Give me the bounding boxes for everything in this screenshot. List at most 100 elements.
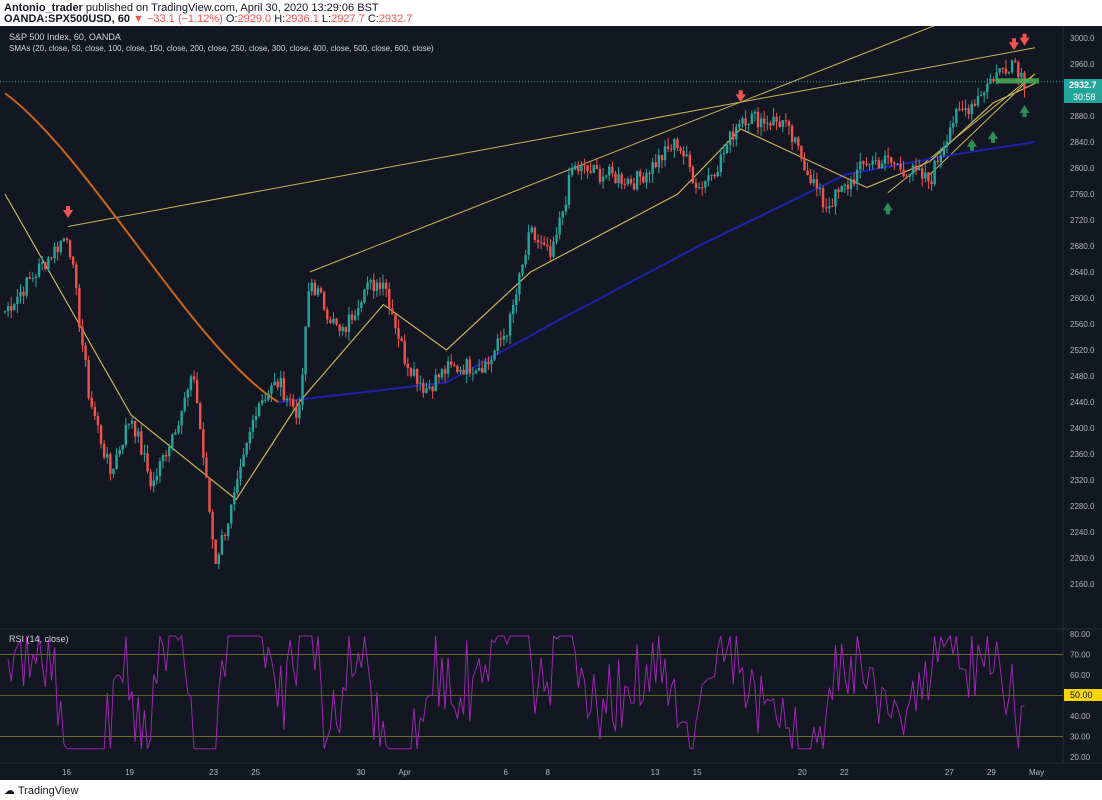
candle-body xyxy=(896,163,899,165)
candle-body xyxy=(623,184,626,186)
tradingview-logo[interactable]: ☁ TradingView xyxy=(4,784,78,797)
sma-orange-line xyxy=(4,92,279,403)
candle-body xyxy=(958,108,961,110)
candle-body xyxy=(189,376,193,391)
price-tick-label: 2480.0 xyxy=(1070,372,1095,381)
sma-legend: SMAs (20, close, 50, close, 100, close, … xyxy=(9,44,434,53)
candle-body xyxy=(493,350,496,360)
candle-body xyxy=(344,327,348,333)
candle-body xyxy=(257,403,261,417)
candle-body xyxy=(924,172,927,179)
candle-body xyxy=(99,425,103,444)
candle-body xyxy=(177,425,180,433)
candle-body xyxy=(515,294,518,306)
candle-body xyxy=(115,454,118,470)
candle-body xyxy=(855,169,859,185)
price-tick-label: 2960.0 xyxy=(1070,60,1095,69)
candle-body xyxy=(670,149,673,151)
annotations[interactable] xyxy=(63,33,1039,218)
candlesticks[interactable] xyxy=(3,57,1026,570)
candle-body xyxy=(682,151,685,157)
candle-body xyxy=(384,282,388,290)
candle-body xyxy=(604,175,608,177)
candle-body xyxy=(716,171,719,177)
candle-body xyxy=(242,454,245,467)
candle-body xyxy=(921,168,924,179)
candle-body xyxy=(955,108,958,124)
candle-body xyxy=(983,92,986,96)
candle-body xyxy=(772,116,775,126)
candle-body xyxy=(496,338,499,351)
candle-body xyxy=(530,227,533,233)
time-tick-label: 15 xyxy=(693,768,702,777)
candle-body xyxy=(425,388,428,393)
candle-body xyxy=(316,288,320,295)
candle-body xyxy=(697,187,701,189)
rsi-axis[interactable]: 80.00 70.00 60.00 40.00 30.00 20.00 xyxy=(1070,630,1091,762)
candle-body xyxy=(812,179,815,184)
time-axis[interactable]: 16 19 23 25 30 Apr 6 8 13 15 20 22 27 29 May xyxy=(62,768,1044,777)
candle-body xyxy=(992,78,995,82)
candle-body xyxy=(50,257,53,259)
price-tick-label: 2240.0 xyxy=(1070,528,1095,537)
candle-body xyxy=(152,480,155,487)
candle-body xyxy=(285,398,289,401)
candle-body xyxy=(81,327,84,346)
candle-body xyxy=(487,361,490,365)
author-name[interactable]: Antonio_trader xyxy=(4,2,83,14)
candle-body xyxy=(722,153,726,155)
chart-svg[interactable]: 3000.02960.02920.02880.02840.02800.02760… xyxy=(0,0,1102,780)
candle-body xyxy=(453,364,456,366)
candle-body xyxy=(725,144,729,154)
high-label: H: xyxy=(274,13,286,25)
countdown-tag xyxy=(1064,91,1102,103)
rsi-line[interactable] xyxy=(7,634,1025,750)
candle-body xyxy=(332,318,335,323)
candle-body xyxy=(927,172,930,182)
down-arrow-icon xyxy=(1019,33,1030,46)
candle-body xyxy=(403,341,406,364)
candle-body xyxy=(335,318,338,325)
candle-body xyxy=(800,145,803,159)
candle-body xyxy=(1001,68,1004,70)
candle-body xyxy=(738,123,741,128)
candle-body xyxy=(273,381,276,386)
trendlines[interactable] xyxy=(67,0,1036,273)
candle-body xyxy=(905,176,908,178)
candle-body xyxy=(688,154,692,168)
candle-body xyxy=(759,118,763,128)
candle-body xyxy=(728,131,732,145)
rsi-tick-label: 60.00 xyxy=(1070,671,1091,680)
last-price-value: 2932.7 xyxy=(1069,80,1097,90)
candle-body xyxy=(973,103,977,106)
candle-body xyxy=(276,381,279,388)
candle-body xyxy=(59,240,62,253)
price-tick-label: 3000.0 xyxy=(1070,34,1095,43)
candle-body xyxy=(158,461,162,476)
candle-body xyxy=(614,173,617,184)
candle-body xyxy=(679,148,682,152)
candle-body xyxy=(347,314,351,333)
candle-body xyxy=(970,103,974,115)
candle-body xyxy=(815,179,819,189)
candle-body xyxy=(16,296,19,305)
down-arrow-icon xyxy=(1008,38,1019,51)
candle-body xyxy=(979,95,983,97)
candle-body xyxy=(580,165,583,172)
candle-body xyxy=(710,174,713,176)
resistance-zone xyxy=(995,78,1039,84)
candle-body xyxy=(468,359,472,374)
candle-body xyxy=(756,111,760,128)
candle-body xyxy=(412,369,416,376)
price-tick-label: 2320.0 xyxy=(1070,476,1095,485)
support-trendline-2 xyxy=(929,73,1036,175)
candle-body xyxy=(428,386,431,389)
candle-body xyxy=(766,122,769,124)
time-tick-label: 30 xyxy=(356,768,365,777)
candle-body xyxy=(291,399,295,407)
price-tick-label: 2280.0 xyxy=(1070,502,1095,511)
rsi-tick-label: 40.00 xyxy=(1070,712,1091,721)
chart-area[interactable]: 3000.02960.02920.02880.02840.02800.02760… xyxy=(0,0,1102,780)
candle-body xyxy=(443,369,447,374)
candle-body xyxy=(3,311,7,313)
